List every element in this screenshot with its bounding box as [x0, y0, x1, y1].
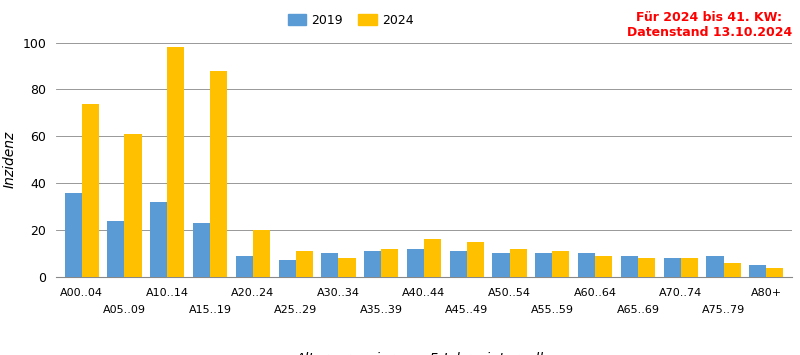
- Bar: [65, 192, 82, 277]
- Bar: [535, 253, 552, 277]
- Bar: [766, 268, 783, 277]
- Text: A10..14: A10..14: [146, 288, 189, 298]
- Text: A35..39: A35..39: [360, 305, 402, 315]
- Bar: [750, 265, 766, 277]
- Bar: [167, 47, 184, 277]
- Bar: [706, 256, 723, 277]
- Y-axis label: Inzidenz: Inzidenz: [3, 131, 17, 189]
- Bar: [150, 202, 167, 277]
- Text: A40..44: A40..44: [402, 288, 446, 298]
- Bar: [125, 134, 142, 277]
- Bar: [493, 253, 510, 277]
- Text: Altersgruppierung: 5-Jahresintervalle: Altersgruppierung: 5-Jahresintervalle: [296, 352, 552, 355]
- Bar: [424, 239, 441, 277]
- Bar: [681, 258, 698, 277]
- Text: A50..54: A50..54: [488, 288, 531, 298]
- Bar: [723, 263, 741, 277]
- Bar: [210, 71, 227, 277]
- Text: A05..09: A05..09: [103, 305, 146, 315]
- Bar: [466, 242, 484, 277]
- Bar: [107, 221, 125, 277]
- Text: A75..79: A75..79: [702, 305, 745, 315]
- Text: A60..64: A60..64: [574, 288, 617, 298]
- Bar: [338, 258, 355, 277]
- Bar: [193, 223, 210, 277]
- Text: A25..29: A25..29: [274, 305, 318, 315]
- Text: A30..34: A30..34: [317, 288, 360, 298]
- Text: A15..19: A15..19: [189, 305, 231, 315]
- Text: A45..49: A45..49: [445, 305, 489, 315]
- Bar: [621, 256, 638, 277]
- Text: A55..59: A55..59: [531, 305, 574, 315]
- Bar: [450, 251, 466, 277]
- Bar: [253, 230, 270, 277]
- Bar: [578, 253, 595, 277]
- Bar: [552, 251, 570, 277]
- Bar: [236, 256, 253, 277]
- Bar: [322, 253, 338, 277]
- Bar: [510, 249, 526, 277]
- Text: A70..74: A70..74: [659, 288, 702, 298]
- Bar: [364, 251, 382, 277]
- Text: Für 2024 bis 41. KW:
Datenstand 13.10.2024: Für 2024 bis 41. KW: Datenstand 13.10.20…: [626, 11, 792, 39]
- Bar: [664, 258, 681, 277]
- Bar: [595, 256, 612, 277]
- Legend: 2019, 2024: 2019, 2024: [282, 9, 418, 32]
- Text: A20..24: A20..24: [231, 288, 274, 298]
- Text: A80+: A80+: [750, 288, 782, 298]
- Bar: [638, 258, 655, 277]
- Bar: [382, 249, 398, 277]
- Bar: [278, 261, 296, 277]
- Text: A00..04: A00..04: [60, 288, 103, 298]
- Bar: [82, 104, 98, 277]
- Text: A65..69: A65..69: [617, 305, 659, 315]
- Bar: [407, 249, 424, 277]
- Bar: [296, 251, 313, 277]
